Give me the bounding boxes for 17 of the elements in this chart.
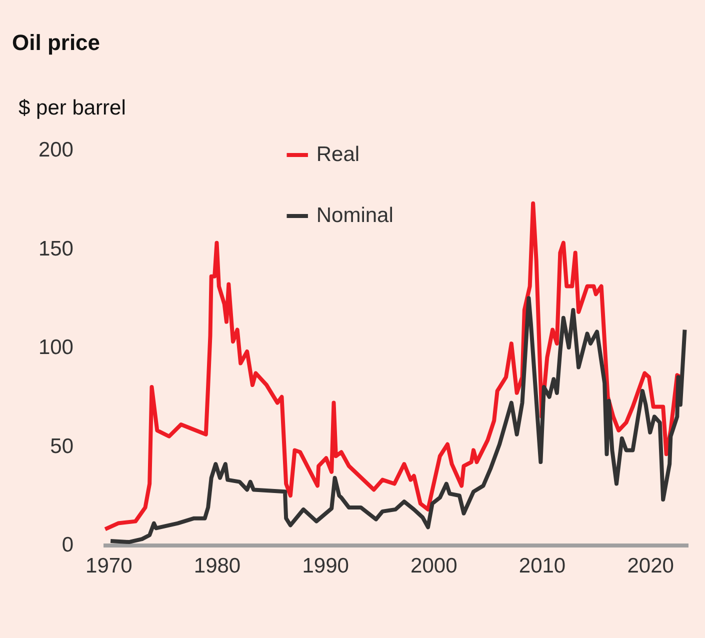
legend-label: Real	[316, 143, 360, 166]
y-tick-label: 50	[50, 434, 74, 458]
y-axis-title: $ per barrel	[18, 96, 126, 120]
x-tick-label: 1980	[194, 554, 241, 578]
x-tick-label: 2010	[518, 554, 566, 578]
x-tick-label: 1990	[302, 554, 349, 578]
chart-title: Oil price	[12, 30, 100, 55]
y-tick-label: 200	[38, 138, 74, 162]
line-series	[108, 296, 687, 544]
x-tick-label: 2000	[410, 554, 458, 578]
y-tick-label: 100	[38, 336, 74, 359]
x-tick-label: 2020	[627, 554, 674, 578]
legend-label: Nominal	[316, 204, 394, 227]
line-series	[103, 201, 682, 532]
y-tick-label: 150	[38, 237, 74, 260]
x-tick-label: 1970	[86, 554, 132, 578]
y-tick-label: 0	[62, 534, 74, 556]
